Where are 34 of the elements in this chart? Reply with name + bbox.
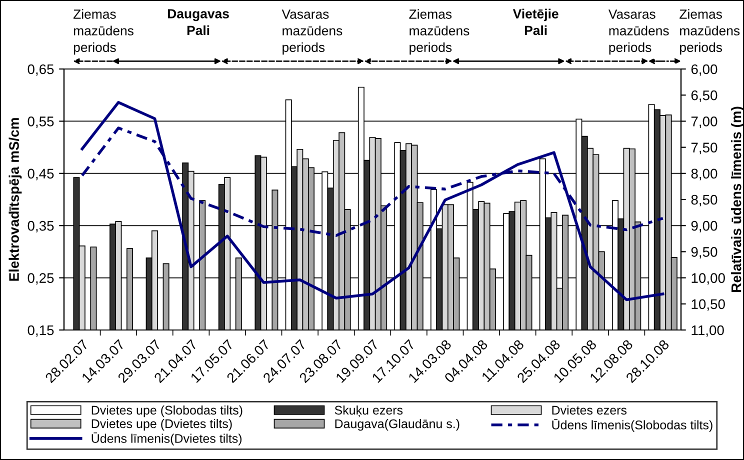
y-tick-label: 0,65 [28,64,54,76]
y-tick-label: 0,45 [28,168,54,180]
text: Ziemas mazūdens periods [680,9,740,55]
y-tick-label: 0,25 [28,273,54,285]
y2-tick-label: 6,00 [691,64,718,76]
legend-label: Dvietes upe (Dvietes tilts) [92,418,232,431]
y2-tick-label: 10,50 [692,299,725,311]
text: Ziemas mazūdens periods [73,9,134,55]
y2-tick-label: 9,50 [691,247,718,259]
line-series [80,101,664,302]
legend-label: Daugava(Glaudānu s.) [335,419,460,431]
y2-tick-label: 8,00 [691,168,718,180]
y2-tick-label: 10,00 [692,273,725,285]
text: Vasaras mazūdens periods [282,10,342,55]
y-tick-label: 0,15 [28,325,54,337]
legend-label: Ūdens līmenis(Dvietes tilts) [92,432,242,446]
y-axis-title: Elektrovadītspēja mS/cm [8,118,22,281]
y2-axis-title: Relatīvais ūdens līmenis (m) [731,106,744,292]
legend-label: Dvietes upe (Slobodas tilts) [92,405,242,418]
text: Ziemas mazūdens periods [409,9,470,55]
y2-tick-label: 7,50 [691,142,718,154]
y2-tick-label: 8,50 [691,194,718,206]
y2-tick-label: 11,00 [692,325,724,337]
y2-tick-label: 7,00 [691,116,718,128]
legend-label: Skuķu ezers [334,405,403,418]
legend-label: Ūdens līmenis(Slobodas tilts) [552,418,712,432]
text: Vasaras mazūdens periods [608,10,669,55]
text: Vietējie Pali [512,8,558,36]
y2-tick-label: 6,50 [691,90,718,102]
y-tick-label: 0,35 [28,220,54,232]
y2-tick-label: 9,00 [691,220,718,232]
y-tick-label: 0,55 [28,116,54,128]
text: Daugavas Pali [168,9,229,36]
legend-label: Dvietes ezers [552,405,627,415]
